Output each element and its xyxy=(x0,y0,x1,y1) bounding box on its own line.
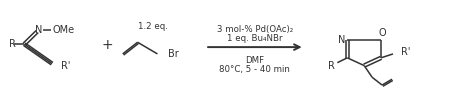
Text: 1 eq. Bu₄NBr: 1 eq. Bu₄NBr xyxy=(227,34,282,43)
Text: 1.2 eq.: 1.2 eq. xyxy=(137,22,167,31)
Text: R: R xyxy=(9,39,16,49)
Text: R: R xyxy=(327,61,334,71)
Text: N: N xyxy=(337,35,344,45)
Text: Br: Br xyxy=(168,49,179,59)
Text: 3 mol-% Pd(OAc)₂: 3 mol-% Pd(OAc)₂ xyxy=(216,25,292,34)
Text: DMF: DMF xyxy=(245,56,264,65)
Text: OMe: OMe xyxy=(53,25,75,35)
Text: R': R' xyxy=(61,61,70,71)
Text: 80°C, 5 - 40 min: 80°C, 5 - 40 min xyxy=(219,65,290,74)
Text: R': R' xyxy=(400,47,409,57)
Text: N: N xyxy=(35,25,43,35)
Text: +: + xyxy=(102,38,113,52)
Text: O: O xyxy=(377,28,385,38)
